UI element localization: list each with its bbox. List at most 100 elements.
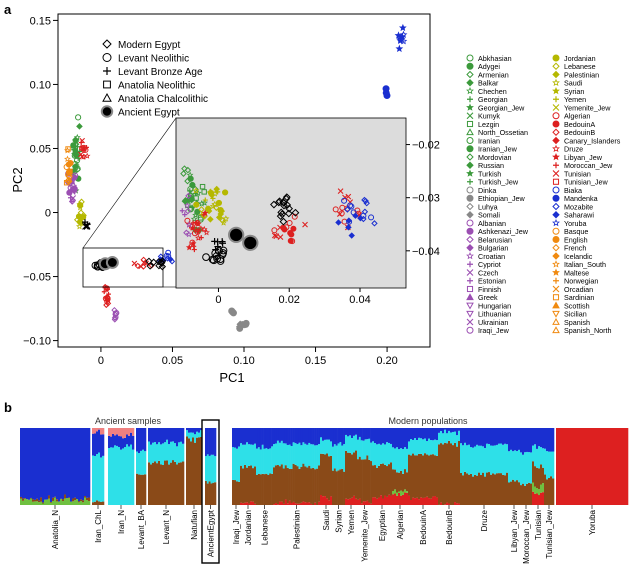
admixture-bar-segment xyxy=(424,453,427,498)
admixture-bar-segment xyxy=(300,467,303,503)
admixture-bar-segment xyxy=(308,442,311,466)
admixture-bar-segment xyxy=(96,431,99,455)
admixture-bar-segment xyxy=(366,428,369,440)
admixture-bar-segment xyxy=(26,499,29,505)
inset-data-point xyxy=(207,189,213,195)
admixture-bar-segment xyxy=(236,428,239,449)
legend-entry: Anatolia Neolithic xyxy=(103,80,195,92)
admixture-bar-segment xyxy=(250,465,253,502)
population-label: Libyan_Jew xyxy=(564,153,603,162)
admixture-bar-segment xyxy=(257,428,261,448)
admixture-bar-segment xyxy=(618,428,621,505)
admixture-bar-segment xyxy=(532,491,535,505)
admixture-bar-segment xyxy=(424,428,427,439)
ancient-egypt-highlight-box xyxy=(201,419,220,564)
inset-data-point xyxy=(202,253,210,262)
legend-marker xyxy=(103,80,111,89)
admixture-bar-segment xyxy=(396,495,399,505)
population-legend-entry: Balkar xyxy=(466,79,499,88)
admixture-bar-segment xyxy=(292,463,295,502)
admixture-bar-segment xyxy=(335,445,338,472)
admixture-bar-segment xyxy=(362,501,365,505)
admixture-bar-segment xyxy=(322,496,325,505)
admixture-bar-segment xyxy=(158,442,161,461)
admixture-bar-segment xyxy=(542,428,545,449)
admixture-bar-segment xyxy=(446,443,449,503)
population-label: Sardinian xyxy=(564,293,594,302)
inset-data-point xyxy=(195,228,201,234)
admixture-bar-segment xyxy=(488,472,491,505)
admixture-bar-segment xyxy=(70,428,73,502)
admixture-bar-segment xyxy=(520,452,523,486)
panel-label-a: a xyxy=(4,2,12,17)
admixture-bar-segment xyxy=(351,497,354,505)
population-label: Moroccan_Jew xyxy=(564,161,613,170)
admixture-bar-segment xyxy=(347,499,350,505)
admixture-bar-segment xyxy=(178,442,181,463)
population-label: Chechen xyxy=(478,87,507,96)
population-marker xyxy=(466,202,474,211)
admixture-bar-segment xyxy=(564,428,567,505)
admixture-bar-segment xyxy=(292,442,295,464)
admixture-bar-segment xyxy=(458,428,461,431)
inset-data-point xyxy=(209,202,217,210)
admixture-bar-segment xyxy=(442,444,445,505)
admixture-bar-segment xyxy=(404,489,407,493)
admixture-bar-segment xyxy=(370,503,373,505)
admixture-bar-segment xyxy=(108,428,111,436)
population-legend-entry: Adygei xyxy=(466,62,500,71)
admixture-bar-segment xyxy=(116,445,119,505)
population-label: Finnish xyxy=(478,285,501,294)
inset-data-point xyxy=(192,187,200,194)
admixture-bar-segment xyxy=(386,428,389,443)
population-label: Mozabite xyxy=(564,202,593,211)
admixture-bar-segment xyxy=(42,503,45,505)
admixture-bar-segment xyxy=(394,493,397,505)
admixture-bar-segment xyxy=(626,428,629,505)
admixture-bar-segment xyxy=(536,448,539,468)
admixture-bar-segment xyxy=(372,441,375,466)
admixture-bar-segment xyxy=(538,446,541,469)
admixture-bar-segment xyxy=(96,428,99,432)
data-point xyxy=(75,213,83,220)
admixture-bar-segment xyxy=(142,474,145,505)
admixture-bar-segment xyxy=(36,428,39,499)
inset-data-point xyxy=(184,166,192,174)
admixture-bar-segment xyxy=(422,497,425,505)
admixture-bar-segment xyxy=(278,466,282,502)
y-tick-label: 0 xyxy=(45,208,51,220)
population-label: Dinka xyxy=(478,186,496,195)
admixture-bar-segment xyxy=(402,428,405,450)
population-bar-label: Yemen xyxy=(347,510,356,535)
admixture-bar-segment xyxy=(102,428,105,435)
admixture-bar-segment xyxy=(156,463,159,505)
admixture-bar-segment xyxy=(172,428,175,442)
admixture-bar-segment xyxy=(94,501,97,505)
population-label: Ashkenazi_Jew xyxy=(478,227,529,236)
admixture-bar-segment xyxy=(534,428,537,445)
admixture-bar-segment xyxy=(468,474,471,505)
admixture-bar-segment xyxy=(316,468,319,505)
population-legend-entry: Italian_South xyxy=(552,260,606,269)
admixture-bar-segment xyxy=(194,442,197,505)
admixture-bar-segment xyxy=(294,443,297,465)
admixture-bar-segment xyxy=(34,428,37,500)
data-point xyxy=(67,168,73,175)
admixture-bar-segment xyxy=(574,428,577,505)
population-label: BedouinA xyxy=(564,120,595,129)
inset-data-point xyxy=(197,225,205,232)
admixture-bar-segment xyxy=(296,428,299,445)
legend-label: Anatolia Neolithic xyxy=(118,81,195,92)
admixture-bar-segment xyxy=(52,428,55,498)
inset-data-point xyxy=(191,247,197,253)
admixture-bar-segment xyxy=(532,461,535,483)
admixture-bar-segment xyxy=(273,444,276,468)
admixture-bar-segment xyxy=(78,501,81,503)
population-marker xyxy=(466,137,474,144)
population-marker xyxy=(552,294,560,301)
population-marker xyxy=(552,152,560,161)
population-marker xyxy=(552,218,560,227)
admixture-bar-segment xyxy=(580,428,583,505)
inset-data-point xyxy=(291,213,298,220)
